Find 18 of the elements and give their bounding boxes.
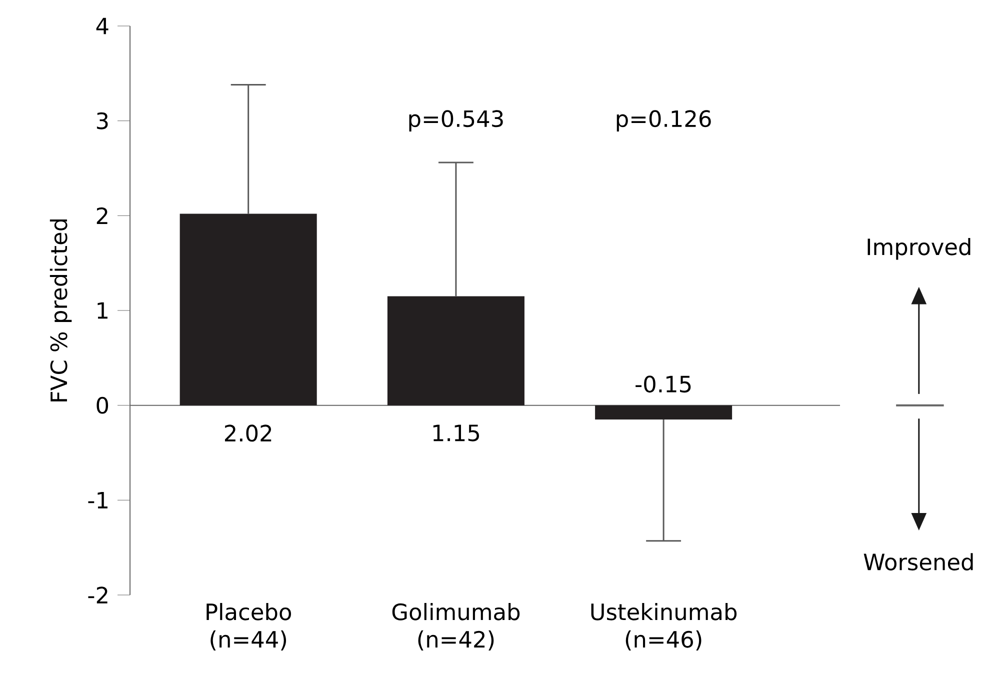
y-tick-label: 0 [96, 396, 108, 414]
text: Improved [868, 238, 970, 260]
data-label: -0.15 [636, 376, 691, 393]
x-tick-label: Placebo (n=44) [206, 602, 292, 650]
y-tick-label: 3 [96, 112, 108, 130]
y-tick-label: -2 [88, 586, 108, 604]
y-tick-label: 1 [98, 302, 108, 319]
annotation: p=0.543 [409, 110, 503, 132]
text: Worsened [864, 553, 973, 570]
y-axis-title: FVC % predicted [50, 219, 72, 402]
annotation: p=0.126 [616, 110, 711, 132]
x-tick-label: Ustekinumab (n=46) [591, 602, 737, 650]
y-tick-label: 4 [96, 18, 108, 34]
y-tick-label: -1 [88, 492, 108, 508]
y-tick-label: 2 [96, 207, 108, 224]
data-label: 1.15 [433, 424, 479, 442]
x-tick-label: Golimumab (n=42) [392, 602, 520, 650]
data-label: 2.02 [224, 424, 272, 442]
